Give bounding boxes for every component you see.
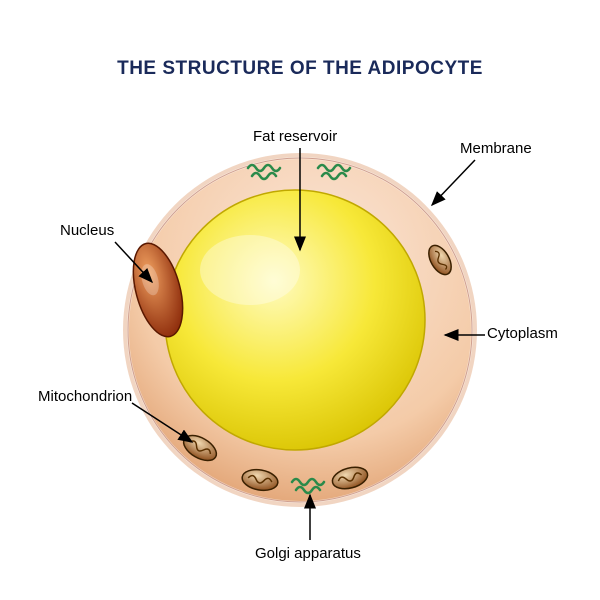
adipocyte-diagram xyxy=(0,0,600,600)
label-mitochondrion: Mitochondrion xyxy=(38,388,132,405)
label-membrane: Membrane xyxy=(460,140,532,157)
arrow-membrane xyxy=(432,160,475,205)
fat-reservoir xyxy=(165,190,425,450)
fat-highlight xyxy=(200,235,300,305)
label-golgi: Golgi apparatus xyxy=(255,545,361,562)
label-fat-reservoir: Fat reservoir xyxy=(253,128,337,145)
label-cytoplasm: Cytoplasm xyxy=(487,325,558,342)
label-nucleus: Nucleus xyxy=(60,222,114,239)
